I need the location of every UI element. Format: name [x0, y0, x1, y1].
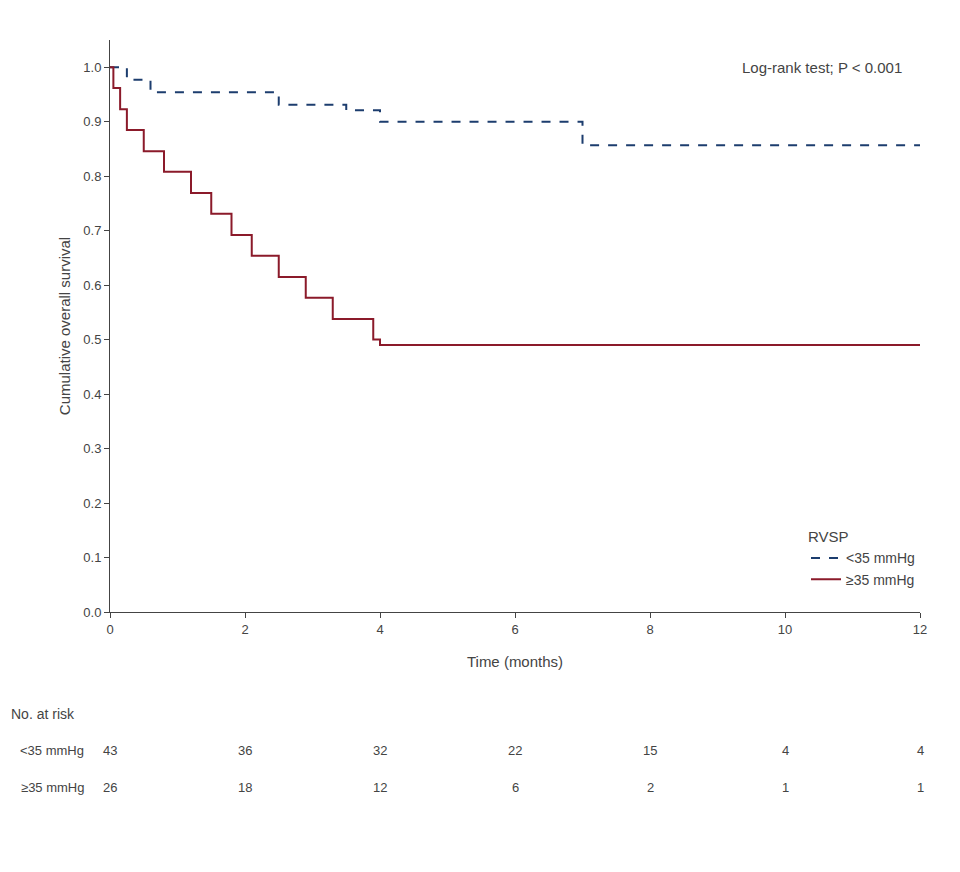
svg-text:0.8: 0.8 — [83, 169, 101, 184]
svg-text:1.0: 1.0 — [83, 60, 101, 75]
svg-text:0.5: 0.5 — [83, 332, 101, 347]
svg-text:No. at risk: No. at risk — [11, 706, 75, 722]
svg-text:22: 22 — [508, 743, 522, 758]
svg-text:RVSP: RVSP — [808, 528, 849, 545]
svg-text:2: 2 — [647, 780, 654, 795]
svg-text:Log-rank test; P < 0.001: Log-rank test; P < 0.001 — [742, 59, 902, 76]
svg-text:0.1: 0.1 — [83, 550, 101, 565]
svg-text:10: 10 — [778, 622, 792, 637]
svg-text:12: 12 — [373, 780, 387, 795]
svg-text:≥35 mmHg: ≥35 mmHg — [21, 780, 84, 795]
svg-text:8: 8 — [646, 622, 653, 637]
svg-text:Time (months): Time (months) — [467, 653, 563, 670]
svg-text:0.4: 0.4 — [83, 387, 101, 402]
svg-text:0.3: 0.3 — [83, 441, 101, 456]
svg-text:26: 26 — [103, 780, 117, 795]
svg-text:0.9: 0.9 — [83, 114, 101, 129]
svg-text:43: 43 — [103, 743, 117, 758]
svg-text:<35 mmHg: <35 mmHg — [846, 550, 915, 566]
svg-text:32: 32 — [373, 743, 387, 758]
svg-text:6: 6 — [512, 780, 519, 795]
svg-text:Cumulative overall survival: Cumulative overall survival — [56, 237, 73, 415]
svg-text:6: 6 — [511, 622, 518, 637]
svg-text:0.7: 0.7 — [83, 223, 101, 238]
svg-text:36: 36 — [238, 743, 252, 758]
svg-text:18: 18 — [238, 780, 252, 795]
svg-text:12: 12 — [913, 622, 927, 637]
svg-text:≥35 mmHg: ≥35 mmHg — [846, 572, 914, 588]
svg-text:2: 2 — [241, 622, 248, 637]
svg-text:0: 0 — [106, 622, 113, 637]
svg-text:15: 15 — [643, 743, 657, 758]
svg-text:0.6: 0.6 — [83, 278, 101, 293]
svg-text:4: 4 — [782, 743, 789, 758]
svg-text:4: 4 — [376, 622, 383, 637]
svg-text:4: 4 — [917, 743, 924, 758]
svg-text:1: 1 — [782, 780, 789, 795]
svg-text:0.2: 0.2 — [83, 496, 101, 511]
svg-text:1: 1 — [917, 780, 924, 795]
svg-text:<35 mmHg: <35 mmHg — [20, 743, 84, 758]
svg-text:0.0: 0.0 — [83, 605, 101, 620]
